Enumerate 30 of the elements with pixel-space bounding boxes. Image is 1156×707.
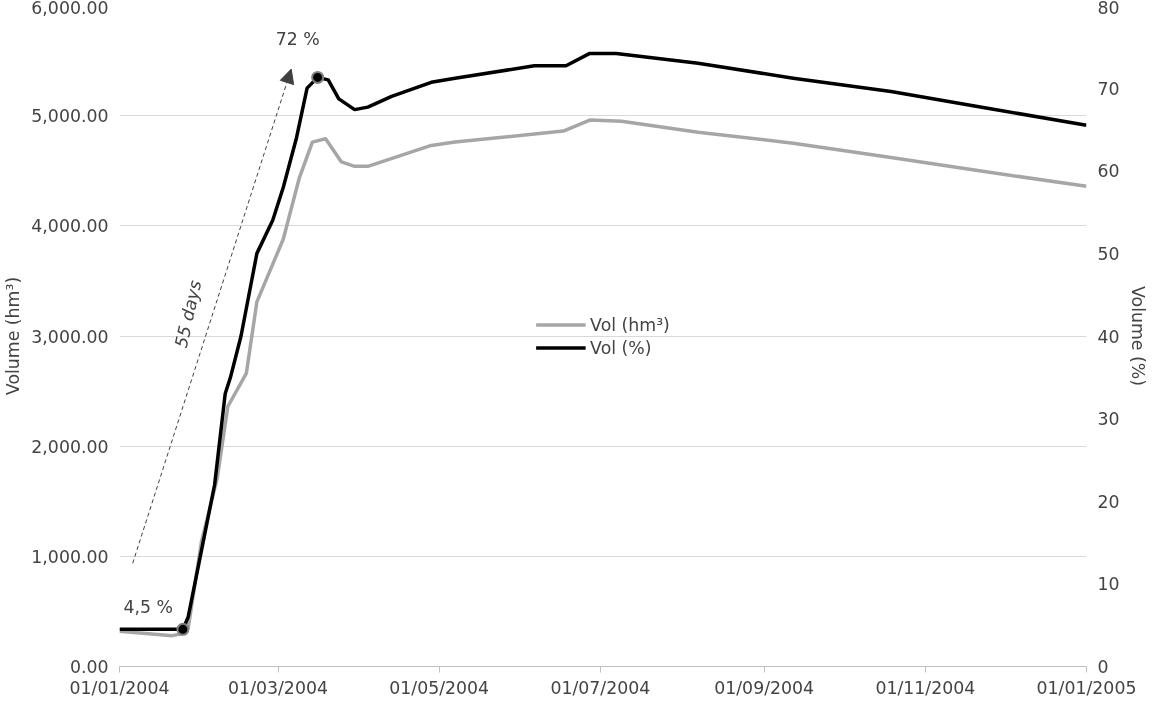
x-tick-label: 01/05/2004 [389,677,490,698]
annotation: 55 days [170,278,206,350]
x-tick-label: 01/01/2005 [1036,677,1137,698]
annotation: 4,5 % [123,597,173,618]
y2-tick-label: 80 [1097,0,1120,18]
y-axis-title: Volume (hm³) [3,276,24,396]
y2-tick-label: 60 [1097,161,1120,182]
x-tick-label: 01/11/2004 [875,677,976,698]
x-tick-label: 01/01/2004 [69,677,170,698]
annotation: 72 % [275,29,320,50]
y-tick-label: 1,000.00 [31,546,109,567]
x-tick-label: 01/09/2004 [714,677,815,698]
x-tick-label: 01/03/2004 [228,677,328,698]
y2-tick-label: 20 [1097,491,1120,512]
y2-tick-label: 40 [1097,326,1120,347]
y2-tick-label: 0 [1097,657,1109,677]
y-tick-label: 2,000.00 [31,436,109,457]
legend-label: Vol (%) [590,337,652,357]
y2-tick-label: 30 [1097,409,1120,430]
y-tick-label: 5,000.00 [31,106,109,127]
y-tick-label: 4,000.00 [31,216,109,237]
y-tick-label: 0.00 [69,657,109,677]
y2-tick-label: 50 [1097,243,1120,264]
y-tick-label: 3,000.00 [31,326,109,347]
x-tick-label: 01/07/2004 [550,677,651,698]
y2-axis-title: Volume (%) [1127,286,1148,386]
legend-label: Vol (hm³) [590,314,670,334]
y-tick-label: 6,000.00 [31,0,109,18]
y2-tick-label: 70 [1097,78,1120,99]
y2-tick-label: 10 [1097,574,1120,595]
